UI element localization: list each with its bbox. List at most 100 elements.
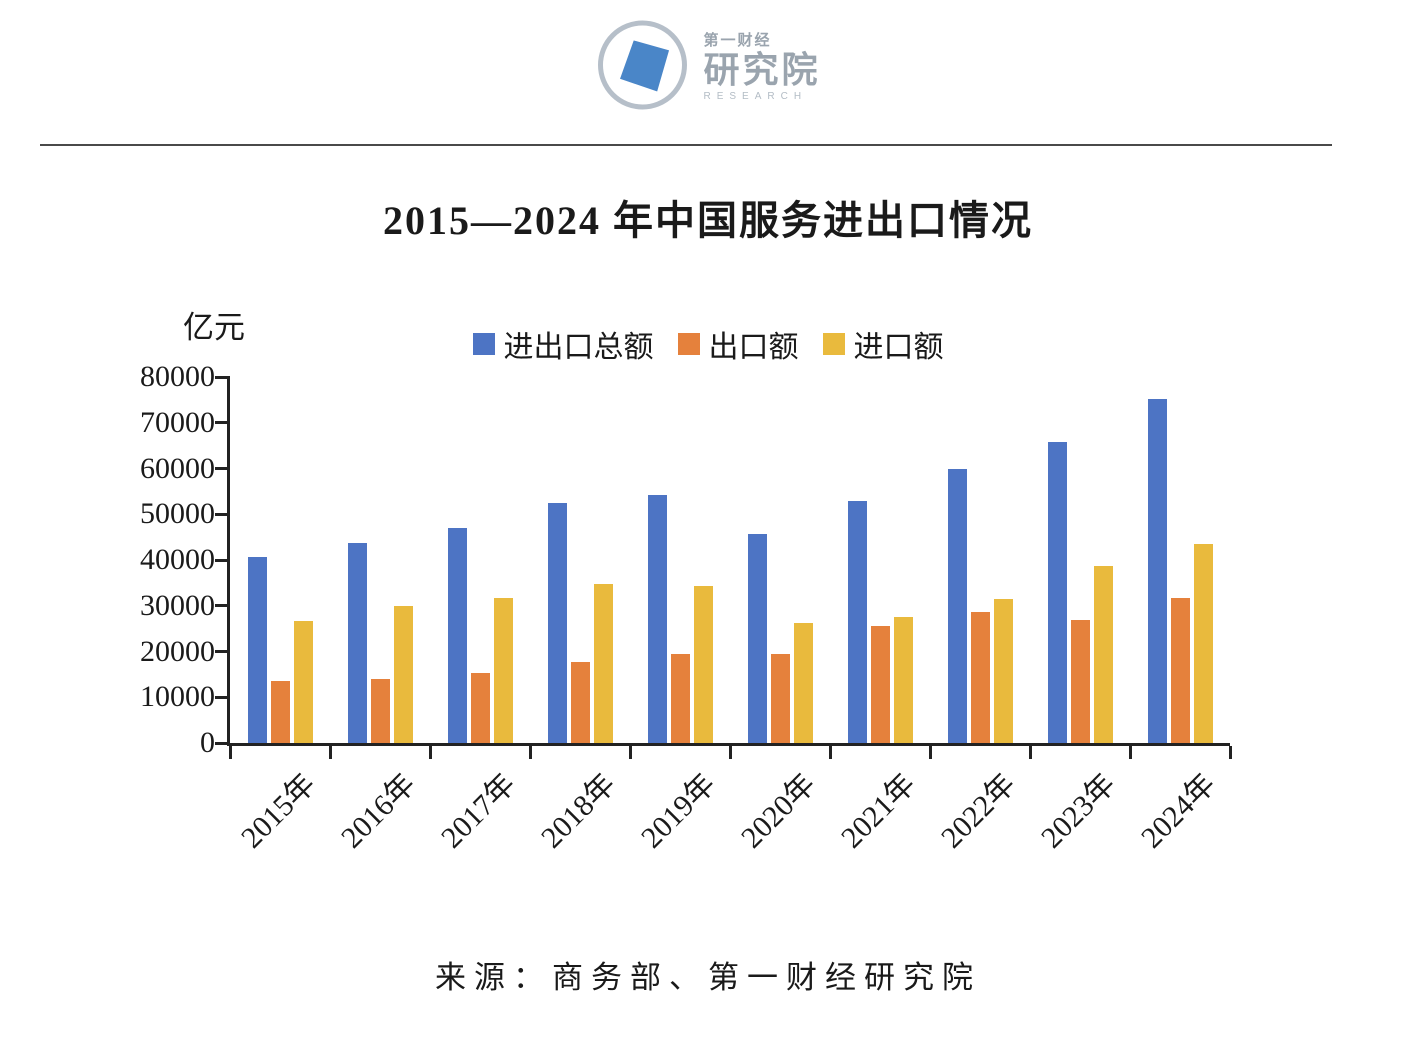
bar-出口额-2017年 xyxy=(470,672,490,743)
bar-出口额-2020年 xyxy=(770,654,790,743)
bar-出口额-2015年 xyxy=(270,680,290,743)
brand-name-en: RESEARCH xyxy=(703,91,808,102)
header-divider xyxy=(40,144,1332,146)
chart-title: 2015—2024 年中国服务进出口情况 xyxy=(383,198,1033,243)
bar-出口额-2023年 xyxy=(1070,619,1090,743)
legend-label: 出口额 xyxy=(708,331,799,364)
legend-swatch-icon xyxy=(822,333,845,355)
y-axis-tick-label: 50000 xyxy=(140,497,215,531)
bar-出口额-2016年 xyxy=(370,678,390,743)
bar-进口额-2016年 xyxy=(393,605,413,743)
x-axis-tick xyxy=(328,746,332,759)
bar-进出口总额-2015年 xyxy=(247,556,267,743)
y-axis-tick-label: 40000 xyxy=(140,543,215,576)
y-axis-tick-label: 80000 xyxy=(140,360,215,393)
bar-group xyxy=(630,377,730,743)
bar-进出口总额-2017年 xyxy=(447,528,467,743)
x-axis-tick xyxy=(1028,746,1032,759)
bar-出口额-2018年 xyxy=(570,662,590,743)
y-axis-tick-label: 10000 xyxy=(140,680,215,714)
bar-出口额-2024年 xyxy=(1170,597,1190,743)
bar-进口额-2021年 xyxy=(893,616,913,743)
bar-进口额-2022年 xyxy=(993,599,1013,743)
bar-group xyxy=(230,377,330,743)
x-axis-category-label: 2024年 xyxy=(1134,767,1222,855)
x-axis-tick xyxy=(828,746,832,759)
bar-group xyxy=(830,377,930,743)
y-axis-tick xyxy=(215,467,230,470)
x-axis-category-label: 2021年 xyxy=(834,767,922,855)
x-axis-tick xyxy=(1128,746,1132,759)
bar-group xyxy=(730,377,830,743)
y-axis-tick xyxy=(215,650,230,653)
y-axis-tick xyxy=(215,604,230,608)
bar-group xyxy=(530,377,630,743)
y-axis-tick-label: 60000 xyxy=(140,451,215,485)
bar-进出口总额-2024年 xyxy=(1147,398,1167,743)
bar-进口额-2023年 xyxy=(1093,565,1113,743)
y-axis-tick xyxy=(215,558,230,562)
bar-进口额-2017年 xyxy=(493,597,513,743)
x-axis-tick xyxy=(1228,746,1232,759)
legend-label: 进出口总额 xyxy=(503,331,654,364)
legend-swatch-icon xyxy=(472,333,495,355)
bar-进口额-2024年 xyxy=(1193,544,1213,743)
y-axis-tick xyxy=(215,695,230,699)
bar-进口额-2019年 xyxy=(693,585,713,743)
x-axis-category-label: 2017年 xyxy=(434,767,522,855)
x-axis-category-label: 2018年 xyxy=(534,767,622,855)
x-axis-tick xyxy=(628,746,632,759)
x-axis-category-label: 2023年 xyxy=(1034,767,1122,855)
legend-item: 出口额 xyxy=(677,322,799,366)
x-axis-tick xyxy=(228,746,232,759)
chart-legend: 进出口总额 出口额 进口额 xyxy=(0,322,1416,366)
brand-logo-icon xyxy=(595,18,689,117)
x-axis-category-label: 2016年 xyxy=(334,767,422,855)
y-axis-tick xyxy=(215,512,230,516)
bar-group xyxy=(1030,377,1130,743)
bar-进口额-2015年 xyxy=(293,620,313,743)
chart-plot-area: 0 10000 20000 30000 40000 50000 60000 70000 8000… xyxy=(140,362,1232,855)
x-axis-tick xyxy=(928,746,932,759)
x-axis-category-label: 2019年 xyxy=(634,767,722,855)
y-axis-unit-label: 亿元 xyxy=(183,310,245,345)
source-note: 来源：商务部、第一财经研究院 xyxy=(435,960,981,995)
x-axis-category-label: 2015年 xyxy=(234,767,322,855)
bar-出口额-2021年 xyxy=(870,626,890,743)
legend-swatch-icon xyxy=(677,333,700,355)
legend-item: 进出口总额 xyxy=(472,322,654,366)
y-axis-tick xyxy=(215,375,230,379)
brand-logo: 第一财经 研究院 RESEARCH xyxy=(595,18,820,117)
bar-出口额-2019年 xyxy=(670,653,690,743)
bar-出口额-2022年 xyxy=(970,612,990,743)
bar-进出口总额-2019年 xyxy=(647,495,667,743)
bar-group xyxy=(930,377,1030,743)
y-axis-tick xyxy=(215,741,230,745)
x-axis-category-label: 2022年 xyxy=(934,767,1022,855)
bar-进出口总额-2021年 xyxy=(847,500,867,743)
brand-logo-text: 第一财经 研究院 RESEARCH xyxy=(703,33,820,102)
bar-进出口总额-2022年 xyxy=(947,469,967,743)
bar-group xyxy=(1130,377,1230,743)
bar-进出口总额-2018年 xyxy=(547,503,567,743)
legend-item: 进口额 xyxy=(822,322,944,366)
x-axis-category-label: 2020年 xyxy=(734,767,822,855)
y-axis-tick-label: 70000 xyxy=(140,405,215,439)
y-axis-tick-label: 0 xyxy=(200,726,215,759)
bar-进口额-2018年 xyxy=(593,584,613,743)
bar-进出口总额-2020年 xyxy=(747,534,767,743)
bar-进出口总额-2016年 xyxy=(347,542,367,743)
bar-进口额-2020年 xyxy=(793,622,813,743)
x-axis-tick xyxy=(428,746,432,759)
y-axis-tick xyxy=(215,421,230,425)
y-axis-tick-label: 20000 xyxy=(140,634,215,668)
bar-group xyxy=(330,377,430,743)
brand-name-large: 研究院 xyxy=(703,49,821,90)
x-axis-tick xyxy=(728,746,732,759)
x-axis-tick xyxy=(528,746,532,759)
y-axis-tick-label: 30000 xyxy=(140,588,215,622)
legend-label: 进口额 xyxy=(853,331,944,364)
bar-进出口总额-2023年 xyxy=(1047,441,1067,743)
bar-group xyxy=(430,377,530,743)
